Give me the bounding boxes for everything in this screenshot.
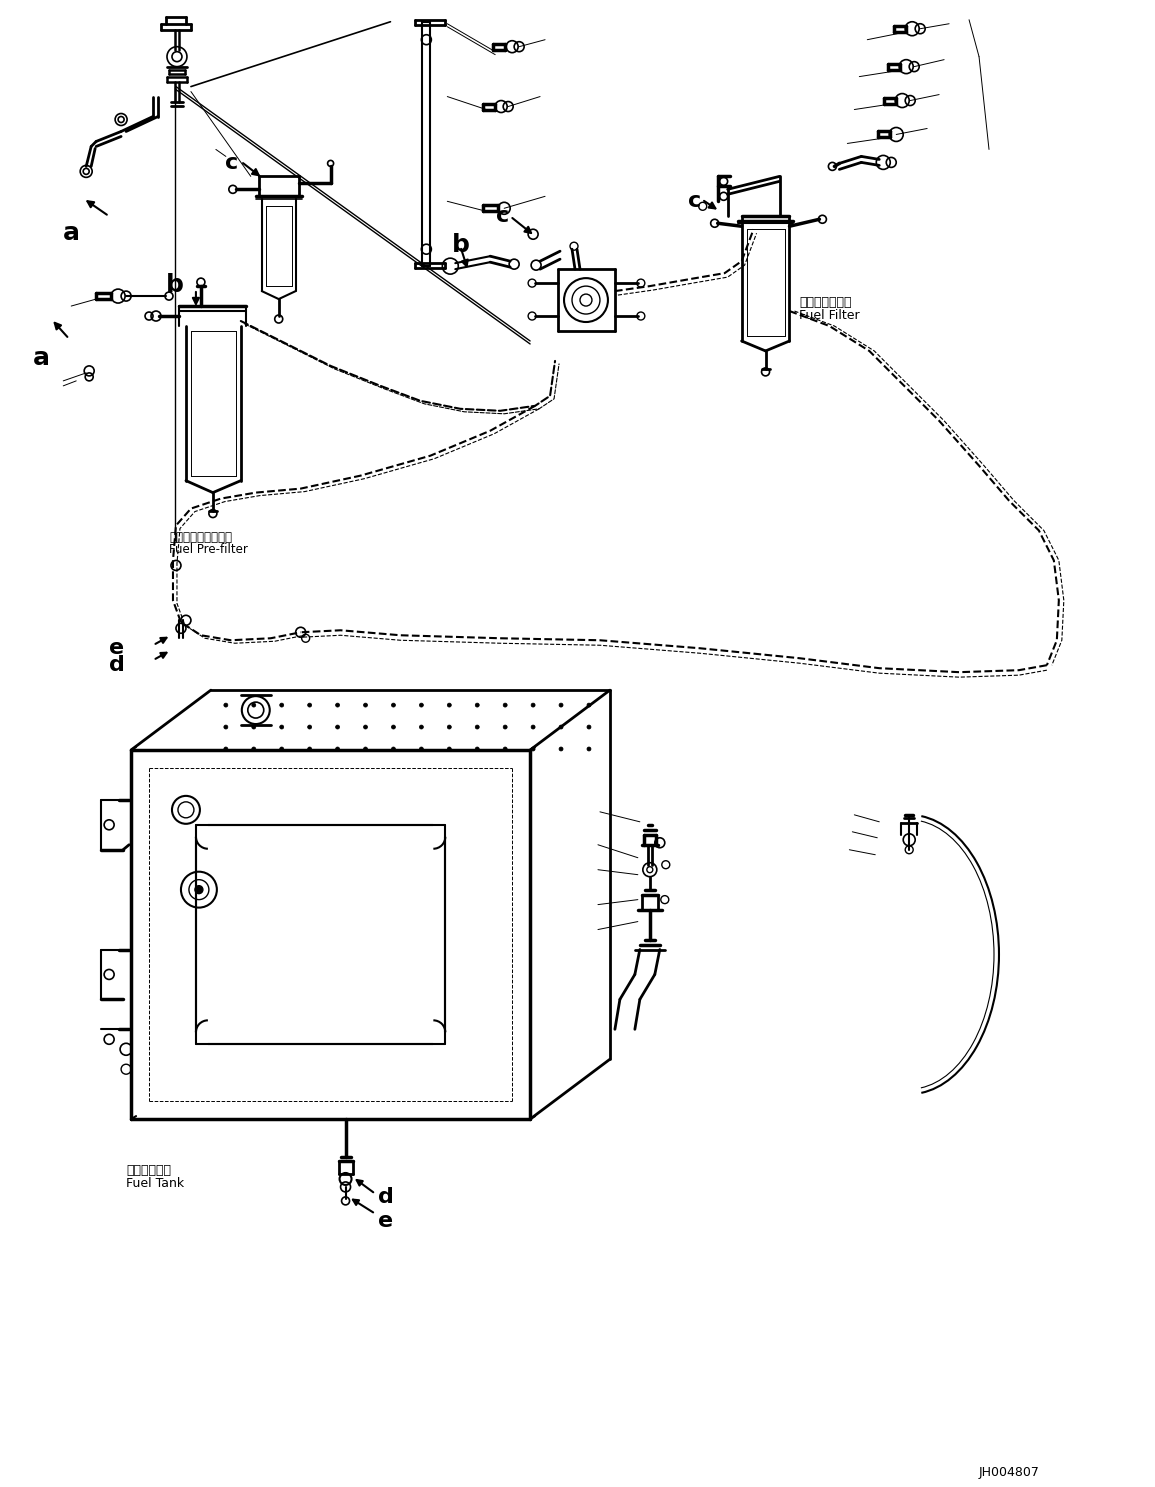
Circle shape (504, 726, 507, 729)
Circle shape (392, 746, 395, 751)
Circle shape (559, 726, 562, 729)
Circle shape (252, 703, 255, 708)
Circle shape (224, 726, 228, 729)
Circle shape (447, 746, 452, 751)
Circle shape (559, 746, 562, 751)
Text: b: b (453, 233, 470, 257)
Circle shape (280, 746, 284, 751)
Circle shape (252, 746, 255, 751)
Circle shape (252, 726, 255, 729)
Circle shape (419, 746, 424, 751)
Circle shape (336, 746, 340, 751)
Text: フェルプレフィルタ: フェルプレフィルタ (169, 531, 232, 544)
Circle shape (224, 746, 228, 751)
Circle shape (364, 726, 367, 729)
Circle shape (475, 726, 479, 729)
Text: e: e (379, 1210, 394, 1231)
Circle shape (336, 703, 340, 708)
Circle shape (504, 703, 507, 708)
Text: a: a (33, 346, 51, 370)
Circle shape (224, 703, 228, 708)
Circle shape (307, 746, 312, 751)
Circle shape (336, 726, 340, 729)
Circle shape (587, 726, 591, 729)
Circle shape (419, 703, 424, 708)
Circle shape (587, 746, 591, 751)
Circle shape (419, 726, 424, 729)
Circle shape (392, 726, 395, 729)
Circle shape (504, 746, 507, 751)
Text: e: e (109, 638, 125, 659)
Circle shape (195, 886, 203, 894)
Circle shape (475, 703, 479, 708)
Text: Fuel Pre-filter: Fuel Pre-filter (169, 543, 248, 556)
Text: a: a (64, 222, 80, 245)
Circle shape (307, 703, 312, 708)
Text: JH004807: JH004807 (979, 1466, 1040, 1480)
Circle shape (531, 726, 535, 729)
Text: Fuel Tank: Fuel Tank (126, 1176, 184, 1190)
Text: d: d (109, 656, 125, 675)
Circle shape (280, 726, 284, 729)
Text: c: c (225, 153, 238, 174)
Circle shape (364, 703, 367, 708)
Text: フェルフィルタ: フェルフィルタ (799, 296, 852, 309)
Circle shape (280, 703, 284, 708)
Text: Fuel Filter: Fuel Filter (799, 309, 860, 323)
Circle shape (531, 703, 535, 708)
Text: c: c (687, 192, 701, 211)
Circle shape (531, 746, 535, 751)
Text: b: b (166, 274, 184, 297)
Text: フェルタンク: フェルタンク (126, 1164, 171, 1178)
Circle shape (364, 746, 367, 751)
Circle shape (587, 703, 591, 708)
Text: c: c (497, 207, 509, 226)
Circle shape (447, 703, 452, 708)
Circle shape (475, 746, 479, 751)
Circle shape (559, 703, 562, 708)
Circle shape (392, 703, 395, 708)
Text: d: d (379, 1187, 394, 1207)
Circle shape (307, 726, 312, 729)
Circle shape (447, 726, 452, 729)
